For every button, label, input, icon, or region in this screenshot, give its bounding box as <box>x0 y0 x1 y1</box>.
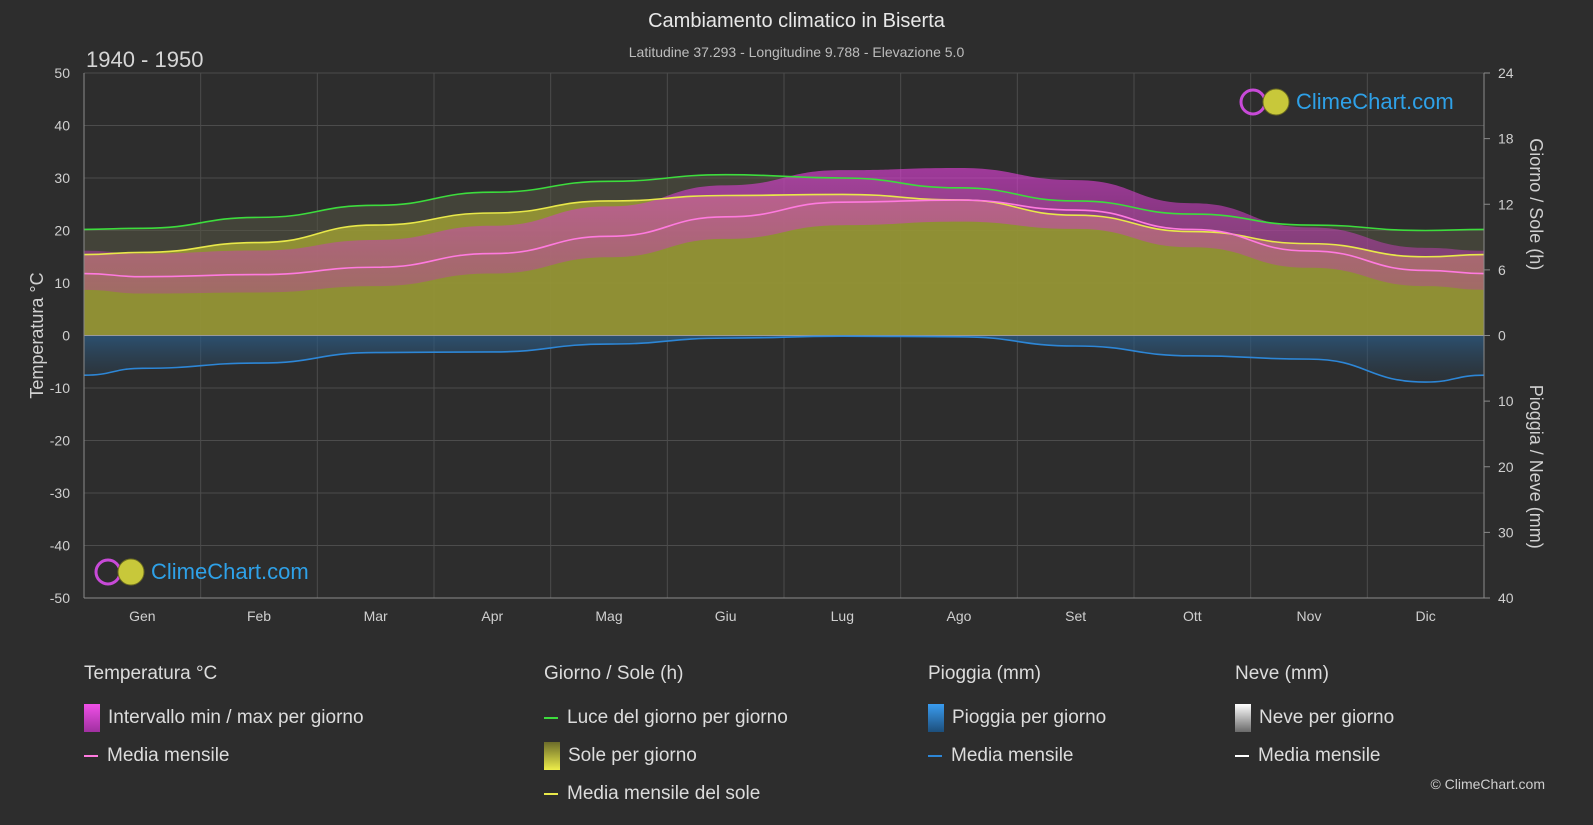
right-bottom-tick-label: 40 <box>1498 590 1514 606</box>
logo-globe-icon <box>1239 88 1290 116</box>
temp-mean-swatch <box>84 755 98 757</box>
legend-sun: Giorno / Sole (h) Luce del giorno per gi… <box>544 663 788 813</box>
legend-snow-mean: Media mensile <box>1235 737 1394 775</box>
right-top-axis-title: Giorno / Sole (h) <box>1526 138 1546 270</box>
legend-temperature: Temperatura °C Intervallo min / max per … <box>84 663 364 775</box>
month-label: Ago <box>947 608 972 624</box>
left-tick-label: -50 <box>50 590 70 606</box>
legend-rain-daily-label: Pioggia per giorno <box>952 707 1107 728</box>
axes: 50 40 30 20 10 0 -10 -20 -30 -40 -50 24 18 12 6 0 10 20 30… <box>27 65 1546 624</box>
right-bottom-tick-label: 30 <box>1498 524 1514 540</box>
legend-rain-daily: Pioggia per giorno <box>928 699 1106 737</box>
chart-subtitle: Latitudine 37.293 - Longitudine 9.788 - … <box>628 44 965 60</box>
legend-temp-mean-label: Media mensile <box>107 745 230 766</box>
legend-daylight-label: Luce del giorno per giorno <box>567 707 788 728</box>
left-tick-label: 50 <box>54 65 70 81</box>
month-label: Feb <box>247 608 271 624</box>
logo-globe-icon <box>94 558 145 586</box>
legend-snow: Neve (mm) Neve per giorno Media mensile <box>1235 663 1394 775</box>
left-tick-label: 20 <box>54 223 70 239</box>
daylight-line <box>83 173 1485 232</box>
left-tick-label: -10 <box>50 380 70 396</box>
left-axis-title: Temperatura °C <box>27 272 47 398</box>
sunshine-swatch <box>544 742 560 770</box>
temp-range-band <box>84 168 1484 294</box>
left-tick-label: -20 <box>50 433 70 449</box>
legend-snow-daily-label: Neve per giorno <box>1259 707 1395 728</box>
legend-sun-header: Giorno / Sole (h) <box>544 663 684 684</box>
legend-sun-mean-label: Media mensile del sole <box>567 783 761 804</box>
right-top-tick-label: 24 <box>1498 65 1514 81</box>
month-label: Set <box>1065 608 1086 624</box>
logo-text: ClimeChart.com <box>1296 89 1454 114</box>
snow-swatch <box>1235 704 1251 732</box>
right-bottom-axis-title: Pioggia / Neve (mm) <box>1526 385 1546 549</box>
month-label: Nov <box>1297 608 1322 624</box>
month-label: Mag <box>595 608 622 624</box>
right-top-tick-label: 18 <box>1498 131 1514 147</box>
right-top-tick-label: 12 <box>1498 196 1514 212</box>
right-bottom-tick-label: 10 <box>1498 393 1514 409</box>
logo-top: ClimeChart.com <box>1238 86 1454 118</box>
left-tick-label: -40 <box>50 538 70 554</box>
month-label: Lug <box>831 608 854 624</box>
left-tick-label: 10 <box>54 275 70 291</box>
left-tick-label: 0 <box>62 328 70 344</box>
logo-text: ClimeChart.com <box>151 559 309 584</box>
daylight-swatch <box>544 717 558 719</box>
legend-snow-daily: Neve per giorno <box>1235 699 1394 737</box>
legend-rain-header: Pioggia (mm) <box>928 663 1041 684</box>
sun-mean-line <box>83 193 1485 258</box>
logo-bottom: ClimeChart.com <box>93 556 309 588</box>
rain-swatch <box>928 704 944 732</box>
legend-sunshine: Sole per giorno <box>544 737 788 775</box>
copyright: © ClimeChart.com <box>1430 776 1545 792</box>
right-top-tick-label: 6 <box>1498 262 1506 278</box>
month-label: Mar <box>364 608 388 624</box>
month-label: Giu <box>715 608 737 624</box>
legend-temp-header: Temperatura °C <box>84 663 218 684</box>
legend-snow-header: Neve (mm) <box>1235 663 1329 684</box>
legend-sunshine-label: Sole per giorno <box>568 745 697 766</box>
period-label: 1940 - 1950 <box>86 47 204 72</box>
month-label: Ott <box>1183 608 1202 624</box>
legend-sun-mean: Media mensile del sole <box>544 775 788 813</box>
plot-area <box>83 168 1485 383</box>
right-bottom-tick-label: 20 <box>1498 459 1514 475</box>
month-label: Dic <box>1416 608 1436 624</box>
legend-temp-mean: Media mensile <box>84 737 364 775</box>
left-tick-label: 40 <box>54 118 70 134</box>
left-tick-label: -30 <box>50 485 70 501</box>
snow-mean-swatch <box>1235 755 1249 757</box>
temp-mean-line <box>83 199 1485 278</box>
legend-rain-mean-label: Media mensile <box>951 745 1074 766</box>
month-label: Gen <box>129 608 155 624</box>
chart-title: Cambiamento climatico in Biserta <box>648 10 945 32</box>
sun-mean-swatch <box>544 793 558 795</box>
month-label: Apr <box>481 608 503 624</box>
legend-daylight: Luce del giorno per giorno <box>544 699 788 737</box>
legend-rain: Pioggia (mm) Pioggia per giorno Media me… <box>928 663 1106 775</box>
left-tick-label: 30 <box>54 170 70 186</box>
rain-mean-swatch <box>928 755 942 757</box>
legend-rain-mean: Media mensile <box>928 737 1106 775</box>
legend-temp-range: Intervallo min / max per giorno <box>84 699 364 737</box>
right-top-tick-label: 0 <box>1498 328 1506 344</box>
range-swatch <box>84 704 100 732</box>
rain-area <box>84 335 1484 383</box>
legend-temp-range-label: Intervallo min / max per giorno <box>108 707 364 728</box>
legend-snow-mean-label: Media mensile <box>1258 745 1381 766</box>
rain-mean-line <box>83 335 1485 383</box>
